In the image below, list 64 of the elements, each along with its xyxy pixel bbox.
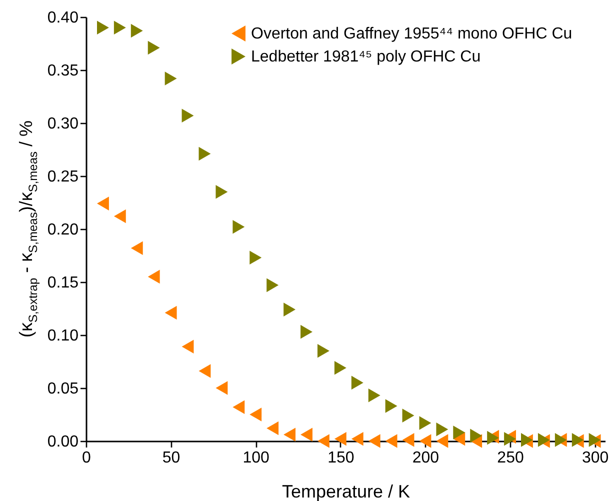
y-tick-label: 0.35 bbox=[47, 62, 79, 80]
point bbox=[385, 399, 398, 413]
y-tick-label: 0.15 bbox=[47, 274, 79, 292]
y-tick-label: 0.00 bbox=[47, 434, 79, 450]
point bbox=[148, 270, 160, 284]
y-tick-label: 0.25 bbox=[47, 168, 79, 186]
point bbox=[351, 432, 364, 446]
y-tick-label: 0.10 bbox=[47, 328, 79, 344]
legend-label: Overton and Gaffney 1955⁴⁴ mono OFHC Cu bbox=[251, 26, 572, 42]
point bbox=[385, 434, 398, 448]
point bbox=[317, 434, 330, 448]
point bbox=[148, 40, 160, 55]
x-axis-title: Temperature / K bbox=[282, 482, 410, 501]
point bbox=[436, 434, 448, 448]
x-tick-label: 250 bbox=[497, 450, 524, 466]
y-tick-label: 0.40 bbox=[47, 10, 79, 26]
point bbox=[436, 422, 448, 436]
point bbox=[351, 376, 364, 390]
x-tick-label: 0 bbox=[82, 450, 92, 466]
point bbox=[232, 400, 245, 414]
point bbox=[114, 209, 126, 224]
point bbox=[284, 302, 296, 316]
point bbox=[216, 381, 228, 395]
x-tick-label: 100 bbox=[242, 450, 270, 466]
point bbox=[266, 278, 279, 292]
point bbox=[198, 146, 211, 161]
point bbox=[300, 324, 312, 339]
point bbox=[232, 220, 245, 234]
x-tick-label: 50 bbox=[162, 450, 180, 466]
point bbox=[300, 428, 312, 442]
x-tick-label: 150 bbox=[328, 450, 354, 466]
point bbox=[216, 185, 228, 199]
point bbox=[182, 108, 194, 122]
point bbox=[419, 416, 432, 430]
x-tick-label: 200 bbox=[412, 450, 440, 466]
point bbox=[130, 241, 143, 255]
point bbox=[96, 196, 109, 210]
point bbox=[419, 434, 432, 448]
point bbox=[96, 20, 109, 34]
legend-label: Ledbetter 1981⁴⁵ poly OFHC Cu bbox=[251, 48, 481, 66]
point bbox=[470, 428, 482, 443]
point bbox=[368, 388, 380, 402]
point bbox=[164, 72, 177, 86]
y-tick-label: 0.30 bbox=[47, 116, 79, 132]
point bbox=[198, 364, 211, 378]
y-tick-label: 0.20 bbox=[47, 222, 79, 238]
point bbox=[334, 360, 346, 375]
point bbox=[250, 408, 262, 422]
point bbox=[130, 24, 143, 38]
y-tick-label: 0.05 bbox=[47, 380, 79, 398]
point bbox=[284, 428, 296, 442]
point bbox=[164, 306, 177, 320]
point bbox=[317, 344, 330, 358]
point bbox=[114, 20, 126, 34]
point bbox=[182, 340, 194, 354]
point bbox=[250, 250, 262, 265]
x-tick-label: 300 bbox=[582, 450, 609, 466]
point bbox=[453, 426, 466, 440]
point bbox=[334, 432, 346, 446]
point bbox=[266, 421, 279, 436]
point bbox=[368, 434, 380, 448]
point bbox=[402, 408, 414, 422]
point bbox=[402, 433, 414, 447]
point bbox=[453, 432, 466, 446]
